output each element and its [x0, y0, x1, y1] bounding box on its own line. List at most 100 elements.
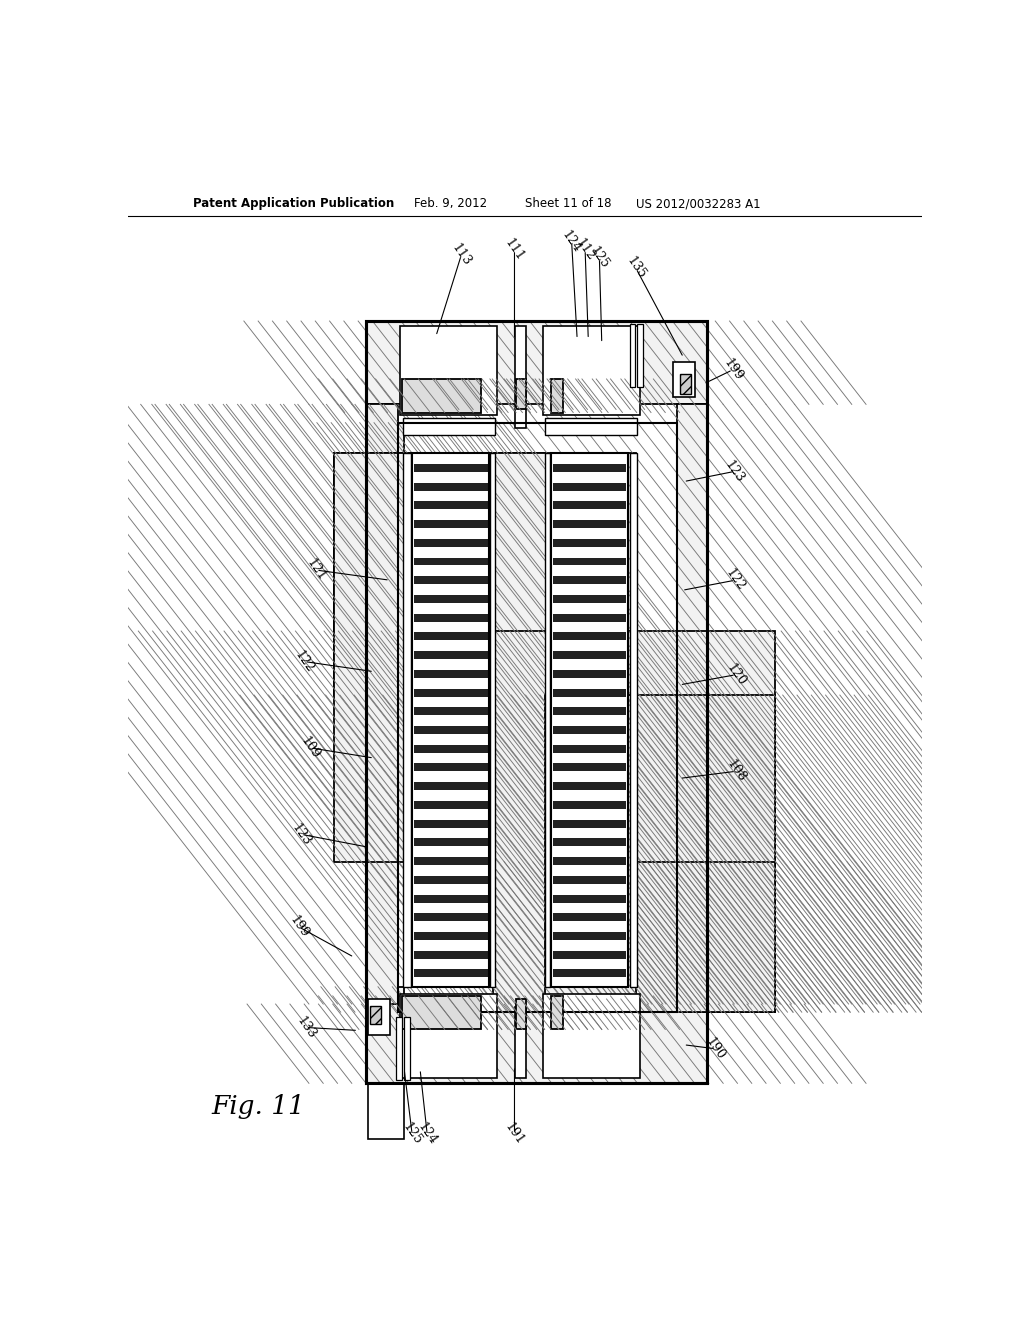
Bar — [397, 422, 404, 453]
Bar — [553, 708, 627, 715]
Text: 122: 122 — [723, 566, 748, 594]
Text: 133: 133 — [294, 1014, 318, 1041]
Bar — [414, 857, 487, 865]
Bar — [553, 689, 627, 697]
Bar — [553, 820, 627, 828]
Text: 111: 111 — [503, 236, 526, 264]
Text: Feb. 9, 2012: Feb. 9, 2012 — [414, 197, 486, 210]
Text: 135: 135 — [624, 255, 648, 281]
Bar — [680, 374, 691, 393]
Text: 123: 123 — [722, 458, 746, 484]
Bar — [414, 763, 487, 771]
Bar — [553, 876, 627, 884]
Bar — [414, 744, 487, 752]
Bar — [545, 417, 638, 434]
Bar — [553, 463, 627, 471]
Bar — [551, 995, 563, 1030]
Bar — [414, 876, 487, 884]
Bar — [553, 483, 627, 491]
Bar — [334, 453, 636, 862]
Bar — [412, 453, 489, 987]
Bar — [414, 932, 487, 940]
Text: 199: 199 — [287, 913, 310, 940]
Bar — [367, 404, 397, 1005]
Bar — [515, 1007, 526, 1078]
Bar — [543, 994, 640, 1078]
Text: Fig. 11: Fig. 11 — [211, 1094, 305, 1119]
Bar — [400, 326, 497, 414]
Bar — [414, 595, 487, 603]
Bar — [414, 895, 487, 903]
Text: 123: 123 — [289, 821, 313, 847]
Bar — [412, 453, 489, 987]
Bar — [551, 453, 628, 987]
Bar — [335, 453, 545, 696]
Bar — [516, 379, 525, 409]
Bar — [404, 1018, 410, 1080]
Bar — [516, 999, 525, 1030]
Bar — [545, 696, 775, 1012]
Text: 125: 125 — [587, 244, 611, 272]
Bar — [553, 932, 627, 940]
Bar — [551, 453, 628, 987]
Bar — [414, 463, 487, 471]
Bar — [402, 453, 411, 987]
Bar — [553, 520, 627, 528]
Bar — [368, 1084, 404, 1139]
Bar — [414, 483, 487, 491]
Bar — [414, 969, 487, 977]
Bar — [494, 631, 775, 1012]
Bar — [370, 1006, 381, 1024]
Bar — [414, 520, 487, 528]
Bar — [367, 321, 708, 1084]
Text: Sheet 11 of 18: Sheet 11 of 18 — [524, 197, 611, 210]
Text: 120: 120 — [724, 661, 749, 688]
Bar — [414, 820, 487, 828]
Bar — [414, 614, 487, 622]
Bar — [630, 325, 635, 387]
Bar — [553, 651, 627, 659]
Bar — [397, 987, 404, 1012]
Text: 191: 191 — [503, 1121, 526, 1147]
Bar — [553, 557, 627, 565]
Bar — [545, 453, 550, 987]
Bar — [400, 994, 497, 1078]
Bar — [414, 539, 487, 546]
Bar — [414, 689, 487, 697]
Bar — [636, 862, 775, 1012]
Text: Patent Application Publication: Patent Application Publication — [194, 197, 394, 210]
Bar — [553, 857, 627, 865]
Bar — [553, 950, 627, 958]
Bar — [367, 321, 708, 1084]
Bar — [630, 453, 638, 987]
Bar — [553, 895, 627, 903]
Bar — [677, 404, 708, 1005]
Bar — [414, 502, 487, 510]
Bar — [367, 321, 708, 1084]
Bar — [553, 801, 627, 809]
Text: 122: 122 — [292, 648, 316, 675]
Text: 125: 125 — [400, 1121, 424, 1147]
Bar — [553, 783, 627, 791]
Bar — [543, 326, 640, 414]
Bar — [367, 321, 708, 404]
Bar — [401, 995, 481, 1030]
Text: US 2012/0032283 A1: US 2012/0032283 A1 — [636, 197, 761, 210]
Bar — [414, 913, 487, 921]
Text: 190: 190 — [703, 1035, 727, 1063]
Bar — [414, 669, 487, 678]
Bar — [414, 783, 487, 791]
Bar — [553, 838, 627, 846]
Bar — [553, 595, 627, 603]
Text: 113: 113 — [450, 242, 473, 268]
Bar — [401, 379, 481, 412]
Bar — [553, 577, 627, 585]
Bar — [414, 708, 487, 715]
Bar — [402, 417, 496, 434]
Bar — [414, 801, 487, 809]
Text: 121: 121 — [304, 557, 329, 583]
Bar — [414, 651, 487, 659]
Bar — [368, 999, 390, 1035]
Bar — [553, 969, 627, 977]
Bar — [414, 577, 487, 585]
